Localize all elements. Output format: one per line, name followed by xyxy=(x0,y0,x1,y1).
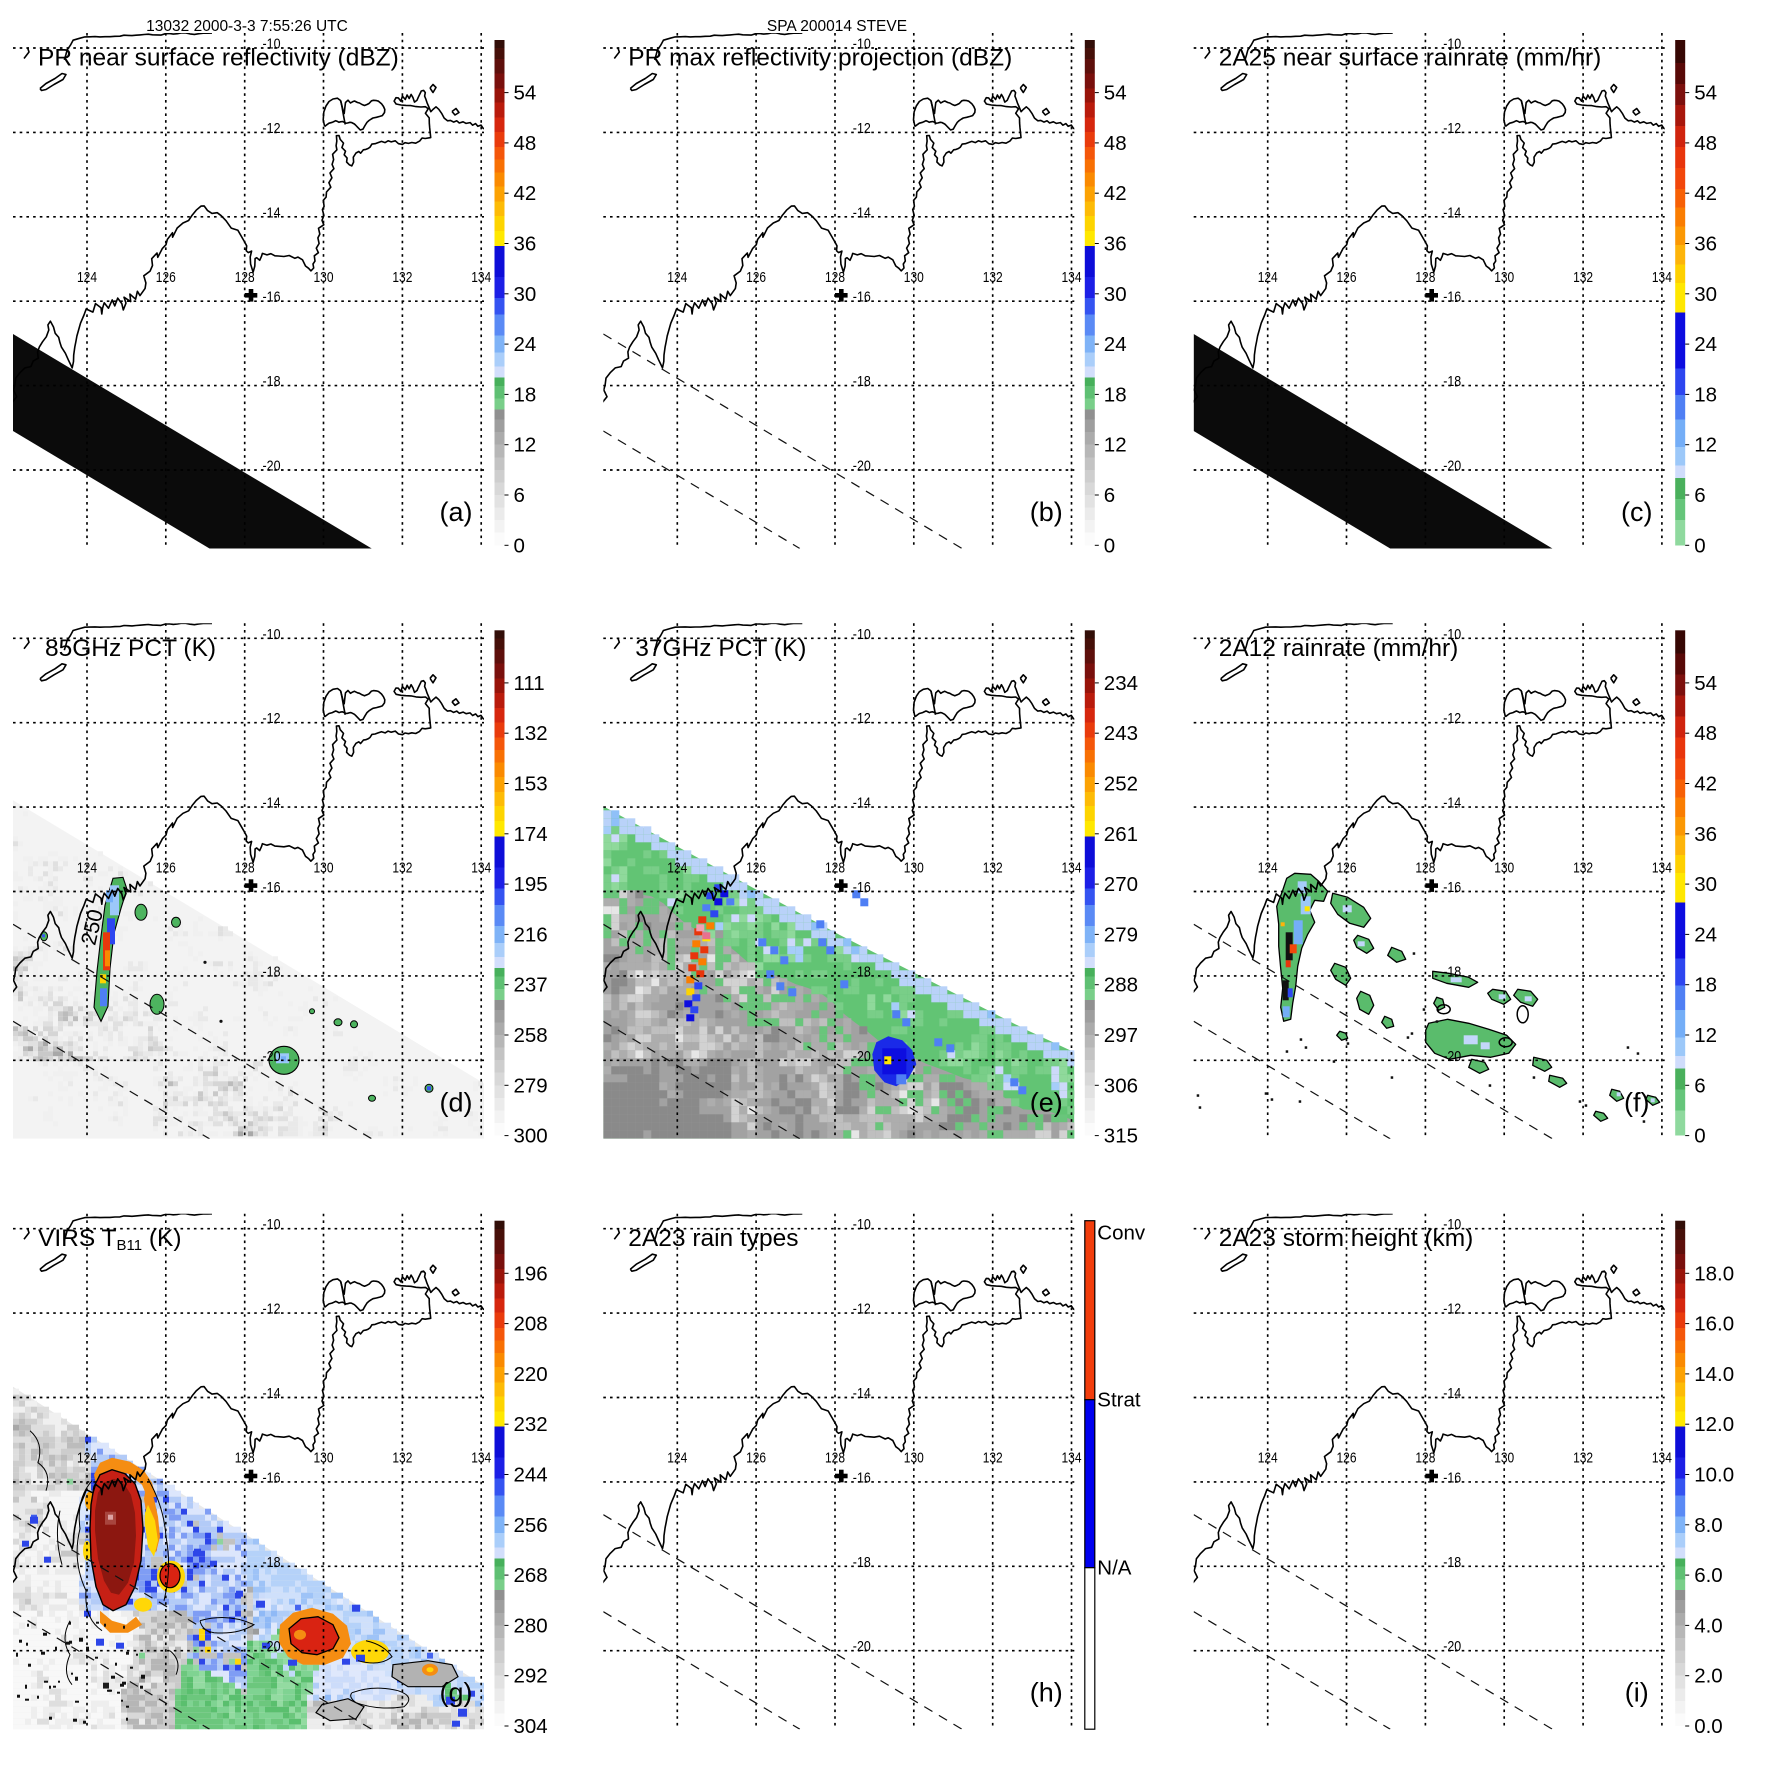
svg-text:0: 0 xyxy=(514,534,525,557)
svg-text:85GHz PCT (K): 85GHz PCT (K) xyxy=(45,635,216,662)
svg-text:18: 18 xyxy=(514,383,537,406)
svg-text:258: 258 xyxy=(514,1024,548,1047)
svg-text:261: 261 xyxy=(1104,823,1138,846)
svg-text:6: 6 xyxy=(1694,1074,1705,1097)
svg-text:(b): (b) xyxy=(1030,497,1063,527)
svg-text:252: 252 xyxy=(1104,773,1138,796)
svg-text:54: 54 xyxy=(1104,82,1127,105)
svg-text:36: 36 xyxy=(1694,233,1717,256)
svg-text:18: 18 xyxy=(1694,383,1717,406)
svg-text:111: 111 xyxy=(514,672,545,695)
svg-text:PR max reflectivity projection: PR max reflectivity projection (dBZ) xyxy=(628,45,1012,72)
svg-text:0: 0 xyxy=(1104,534,1115,557)
svg-text:30: 30 xyxy=(1104,283,1127,306)
svg-text:300: 300 xyxy=(514,1125,548,1148)
svg-text:(c): (c) xyxy=(1621,497,1652,527)
svg-text:48: 48 xyxy=(1694,132,1717,155)
svg-text:18: 18 xyxy=(1104,383,1127,406)
svg-text:195: 195 xyxy=(514,873,548,896)
svg-text:315: 315 xyxy=(1104,1125,1138,1148)
svg-text:0: 0 xyxy=(1694,1125,1705,1148)
svg-text:24: 24 xyxy=(1694,333,1717,356)
svg-text:(f): (f) xyxy=(1624,1087,1649,1117)
svg-text:30: 30 xyxy=(1694,283,1717,306)
svg-text:(a): (a) xyxy=(440,497,473,527)
svg-text:37GHz PCT (K): 37GHz PCT (K) xyxy=(635,635,806,662)
svg-text:42: 42 xyxy=(1694,182,1717,205)
svg-text:13032 2000-3-3 7:55:26 UTC: 13032 2000-3-3 7:55:26 UTC xyxy=(146,18,348,35)
svg-text:216: 216 xyxy=(514,923,548,946)
svg-text:174: 174 xyxy=(514,823,548,846)
svg-text:6: 6 xyxy=(1104,484,1115,507)
svg-text:SPA 200014 STEVE: SPA 200014 STEVE xyxy=(767,18,907,35)
svg-text:48: 48 xyxy=(514,132,537,155)
svg-text:270: 270 xyxy=(1104,873,1138,896)
svg-text:18: 18 xyxy=(1694,974,1717,997)
svg-text:(d): (d) xyxy=(440,1087,473,1117)
svg-text:42: 42 xyxy=(1104,182,1127,205)
svg-text:30: 30 xyxy=(1694,873,1717,896)
svg-text:12: 12 xyxy=(514,434,537,457)
svg-text:48: 48 xyxy=(1694,722,1717,745)
svg-text:48: 48 xyxy=(1104,132,1127,155)
svg-text:36: 36 xyxy=(1104,233,1127,256)
svg-text:12: 12 xyxy=(1694,434,1717,457)
svg-text:24: 24 xyxy=(1104,333,1127,356)
svg-text:54: 54 xyxy=(1694,672,1717,695)
svg-text:54: 54 xyxy=(514,82,537,105)
svg-text:30: 30 xyxy=(514,283,537,306)
svg-text:243: 243 xyxy=(1104,722,1138,745)
svg-text:PR near surface reflectivity (: PR near surface reflectivity (dBZ) xyxy=(38,45,399,72)
svg-text:24: 24 xyxy=(1694,923,1717,946)
svg-text:2A12 rainrate (mm/hr): 2A12 rainrate (mm/hr) xyxy=(1219,635,1459,662)
svg-text:6: 6 xyxy=(1694,484,1705,507)
svg-text:279: 279 xyxy=(1104,923,1138,946)
svg-text:6: 6 xyxy=(514,484,525,507)
svg-text:279: 279 xyxy=(514,1074,548,1097)
svg-text:153: 153 xyxy=(514,773,548,796)
svg-text:297: 297 xyxy=(1104,1024,1138,1047)
svg-text:2A25 near surface rainrate (mm: 2A25 near surface rainrate (mm/hr) xyxy=(1219,45,1602,72)
svg-text:12: 12 xyxy=(1104,434,1127,457)
svg-text:42: 42 xyxy=(514,182,537,205)
svg-text:36: 36 xyxy=(514,233,537,256)
svg-text:0: 0 xyxy=(1694,534,1705,557)
svg-text:12: 12 xyxy=(1694,1024,1717,1047)
svg-text:54: 54 xyxy=(1694,82,1717,105)
svg-text:288: 288 xyxy=(1104,974,1138,997)
svg-text:42: 42 xyxy=(1694,773,1717,796)
svg-text:234: 234 xyxy=(1104,672,1138,695)
svg-text:306: 306 xyxy=(1104,1074,1138,1097)
svg-text:237: 237 xyxy=(514,974,548,997)
svg-text:36: 36 xyxy=(1694,823,1717,846)
svg-text:24: 24 xyxy=(514,333,537,356)
svg-text:(e): (e) xyxy=(1030,1087,1063,1117)
svg-text:132: 132 xyxy=(514,722,548,745)
